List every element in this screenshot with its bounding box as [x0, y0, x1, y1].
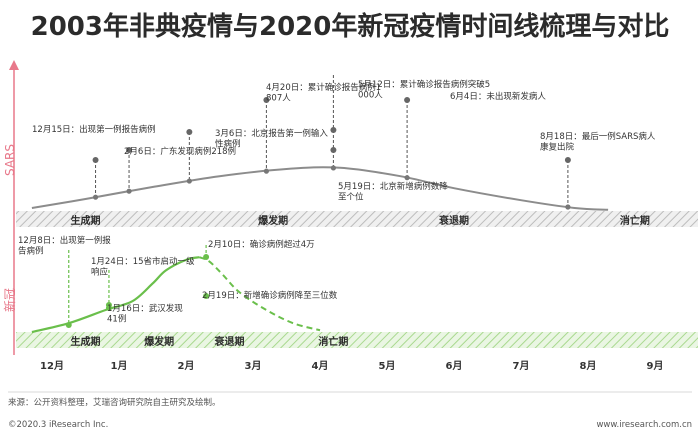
- sars-event-dot: [564, 157, 571, 163]
- ncov-stage-label: 消亡期: [318, 335, 348, 348]
- ncov-event-dot: [203, 254, 210, 260]
- month-tick-label: 6月: [446, 360, 463, 372]
- ncov-event-text-line: 2月19日：新增确诊病例降至三位数: [202, 290, 338, 301]
- month-tick-label: 2月: [178, 360, 195, 372]
- sars-event-text: 5月12日：累计确诊报告病例突破5 000人: [358, 79, 490, 101]
- sars-event-text: 12月15日：出现第一例报告病例: [32, 124, 156, 135]
- sars-event-dot: [126, 147, 133, 153]
- sars-curve-dot: [330, 165, 336, 171]
- sars-event-dot: [92, 157, 99, 163]
- sars-layer: 生成期 爆发期 衰退期 消亡期 12月15日：出现第一例报告病例 2月6日：广东发现病例2…: [31, 75, 656, 227]
- ncov-event-dot: [203, 293, 210, 299]
- sars-event-text: 8月18日：最后一例SARS病人康复出院: [540, 131, 656, 153]
- ncov-event-text: 1月24日：15省市启动一级响应: [91, 256, 195, 278]
- month-tick-label: 4月: [312, 360, 329, 372]
- sars-row-label: SARS: [3, 144, 17, 176]
- month-tick-label: 12月: [40, 360, 64, 372]
- chart-title: 2003年非典疫情与2020年新冠疫情时间线梳理与对比: [30, 12, 670, 42]
- sars-curve: [31, 166, 609, 211]
- ncov-event-dot: [65, 322, 72, 328]
- sars-curve-dot: [404, 175, 410, 181]
- sars-event-text-line: 5月12日：累计确诊报告病例突破5: [358, 79, 490, 90]
- sars-event-text-line: 4月20日：累计确诊报告病例1: [266, 82, 381, 93]
- month-tick-label: 9月: [647, 360, 664, 372]
- sars-stage-label: 生成期: [71, 214, 101, 227]
- sars-curve-dot: [263, 168, 269, 174]
- sars-event-text-line: 3月6日：北京报告第一例输入: [215, 128, 328, 139]
- sars-event-text-line: 6月4日：未出现新发病人: [450, 91, 546, 102]
- sars-event-dot: [404, 97, 411, 103]
- ncov-event-text-line: 响应: [91, 267, 109, 278]
- month-tick-label: 7月: [513, 360, 530, 372]
- sars-stage-band: [16, 211, 698, 227]
- ncov-event-text-line: 告病例: [18, 246, 44, 257]
- month-tick-label: 1月: [111, 360, 128, 372]
- ncov-event-text-line: 12月8日：出现第一例报: [18, 235, 111, 246]
- ncov-event-text-line: 1月16日：武汉发现: [107, 303, 183, 314]
- sars-event-dot: [330, 127, 337, 133]
- month-tick-label: 3月: [245, 360, 262, 372]
- sars-stage-label: 爆发期: [258, 214, 288, 227]
- ncov-stage-band: [16, 332, 698, 348]
- sars-event-text-line: 807人: [266, 94, 291, 104]
- sars-event-text: 6月4日：未出现新发病人: [450, 91, 546, 102]
- ncov-layer: 生成期 爆发期 衰退期 消亡期12月8日：出现第一例报告病例1月24日：15省市启动一…: [18, 235, 348, 348]
- sars-curve-dot: [186, 178, 192, 184]
- sars-curve-dot: [565, 204, 571, 210]
- sars-curve-dot: [126, 188, 132, 194]
- sars-event-text: 2月6日：广东发现病例218例: [124, 146, 236, 157]
- sars-stage-label: 衰退期: [438, 214, 469, 227]
- sars-curve-dot: [92, 194, 99, 200]
- sars-event-text-line: 性病例: [215, 139, 241, 150]
- sars-event-text-line: 2月6日：广东发现病例218例: [124, 146, 236, 157]
- ncov-event-text: 12月8日：出现第一例报告病例: [18, 235, 111, 257]
- sars-event-text-line: 8月18日：最后一例SARS病人: [540, 131, 656, 142]
- ncov-curve-decline: [198, 256, 321, 332]
- sars-event-text-line: 至个位: [338, 192, 364, 203]
- ncov-event-text-line: 41例: [107, 314, 126, 325]
- sars-event-text: 4月20日：累计确诊报告病例1 807人: [266, 82, 381, 104]
- sars-event-dot: [186, 129, 193, 135]
- ncov-event-text: 2月10日：确诊病例超过4万: [208, 239, 315, 250]
- sars-event-text-line: 12月15日：出现第一例报告病例: [32, 124, 156, 135]
- sars-stage-label: 消亡期: [620, 214, 650, 227]
- axis-arrow-icon: [9, 60, 19, 70]
- ncov-event-dot: [105, 305, 112, 311]
- ncov-stage-label: 生成期: [71, 335, 101, 348]
- month-tick-label: 8月: [580, 360, 597, 372]
- ncov-event-text: 1月16日：武汉发现 41例: [107, 303, 183, 325]
- sars-event-text-line: 康复出院: [540, 142, 575, 153]
- ncov-event-text-line: 1月24日：15省市启动一级: [91, 256, 195, 267]
- month-axis: 12月 1月 2月 3月 4月 5月 6月 7月 8月 9月: [40, 360, 663, 372]
- source-note: 来源：公开资料整理，艾瑞咨询研究院自主研究及绘制。: [8, 398, 221, 408]
- ncov-curve-rise: [31, 256, 200, 334]
- ncov-row-label: 新冠: [2, 288, 17, 312]
- ncov-stage-label: 衰退期: [214, 335, 245, 348]
- ncov-event-text: 2月19日：新增确诊病例降至三位数: [202, 290, 338, 301]
- sars-event-dot: [330, 147, 337, 153]
- sars-event-text-line: 000人: [358, 91, 383, 101]
- sars-event-dot: [263, 97, 270, 103]
- ncov-event-text-line: 2月10日：确诊病例超过4万: [208, 239, 315, 250]
- sars-event-text: 5月19日：北京新增病例数降至个位: [338, 181, 448, 203]
- copyright: ©2020.3 iResearch Inc.: [8, 420, 109, 430]
- ncov-stage-label: 爆发期: [144, 335, 174, 348]
- website: www.iresearch.com.cn: [596, 420, 692, 430]
- sars-event-text: 3月6日：北京报告第一例输入性病例: [215, 128, 328, 150]
- month-tick-label: 5月: [379, 360, 396, 372]
- sars-event-text-line: 5月19日：北京新增病例数降: [338, 181, 448, 192]
